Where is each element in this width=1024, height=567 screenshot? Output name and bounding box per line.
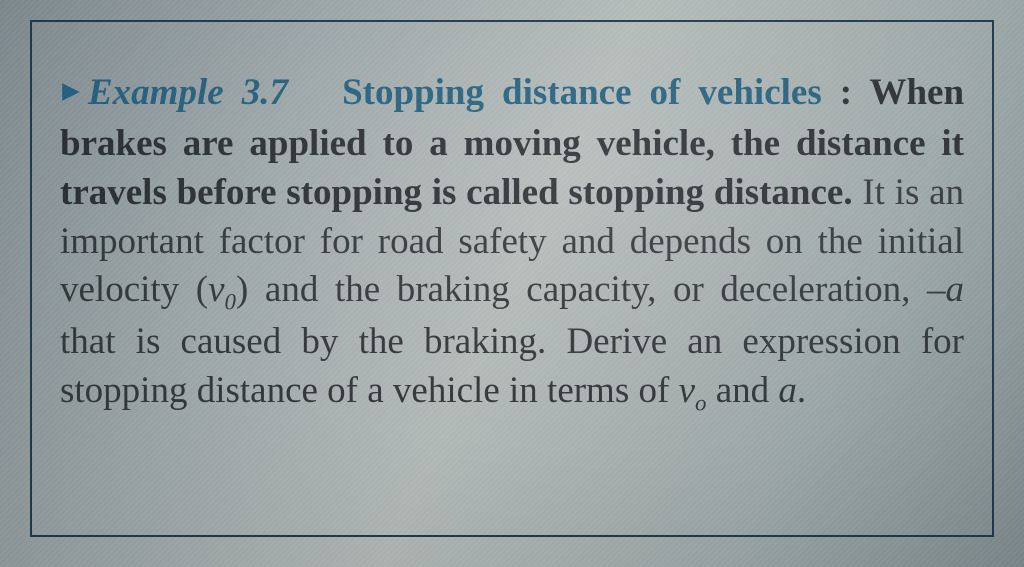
body-mid3: and	[706, 370, 778, 411]
variable-vo: v	[679, 370, 695, 411]
page-background: Example 3.7 Stopping distance of vehicle…	[0, 0, 1024, 567]
variable-v0-subscript: 0	[225, 290, 236, 315]
body-end: .	[797, 370, 806, 411]
spacer	[306, 72, 342, 113]
example-label: Example 3.7	[88, 72, 288, 113]
body-mid2: that is caused by the braking. Derive an…	[60, 321, 964, 411]
example-title: Stopping distance of vehicles	[342, 72, 822, 113]
variable-v0: v	[208, 269, 224, 310]
lead-separator: :	[822, 72, 870, 113]
example-paragraph: Example 3.7 Stopping distance of vehicle…	[60, 69, 964, 419]
variable-a-2: a	[778, 370, 797, 411]
variable-vo-subscript: o	[695, 390, 706, 415]
body-mid1: ) and the braking capacity, or decelerat…	[236, 269, 945, 310]
triangle-bullet-icon	[60, 68, 82, 117]
example-box: Example 3.7 Stopping distance of vehicle…	[30, 20, 994, 537]
variable-a: a	[945, 269, 964, 310]
